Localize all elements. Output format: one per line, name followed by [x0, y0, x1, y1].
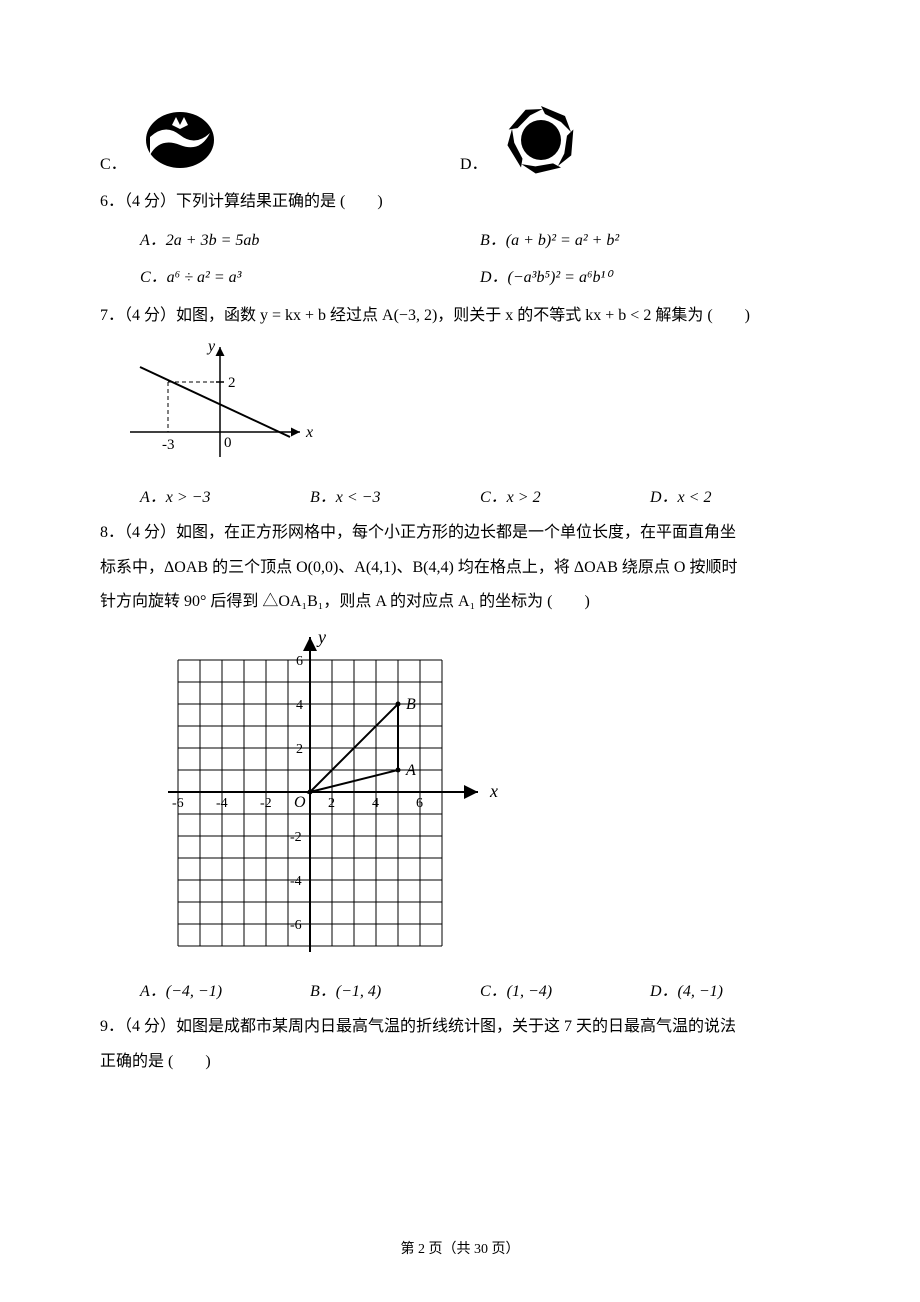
q5-c-icon	[135, 100, 225, 180]
q6-options: A．2a + 3b = 5ab B．(a + b)² = a² + b² C．a…	[140, 223, 820, 297]
q7-d: D．x < 2	[650, 484, 820, 513]
q8-options: A．(−4, −1) B．(−1, 4) C．(1, −4) D．(4, −1)	[140, 978, 820, 1007]
q6-c-text: C．a⁶ ÷ a² = a³	[140, 269, 241, 286]
q8-a: A．(−4, −1)	[140, 978, 310, 1007]
q7-c: C．x > 2	[480, 484, 650, 513]
svg-text:-4: -4	[216, 796, 228, 811]
q5-options-row: C． D．	[100, 100, 820, 180]
q8-stem-2: 标系中，ΔOAB 的三个顶点 O(0,0)、A(4,1)、B(4,4) 均在格点…	[100, 554, 820, 583]
q9-stem-1: 9．（4 分）如图是成都市某周内日最高气温的折线统计图，关于这 7 天的日最高气…	[100, 1013, 820, 1042]
q7-a: A．x > −3	[140, 484, 310, 513]
q8-stem-1: 8．（4 分）如图，在正方形网格中，每个小正方形的边长都是一个单位长度，在平面直…	[100, 519, 820, 548]
q7-stem-text: 7．（4 分）如图，函数 y = kx + b 经过点 A(−3, 2)，则关于…	[100, 307, 750, 324]
exam-page: C． D．	[0, 0, 920, 1302]
svg-text:-6: -6	[172, 796, 184, 811]
svg-text:6: 6	[296, 654, 303, 669]
svg-text:2: 2	[328, 796, 335, 811]
svg-text:-4: -4	[290, 874, 302, 889]
q9-stem-2: 正确的是 ( )	[100, 1048, 820, 1077]
q7-b: B．x < −3	[310, 484, 480, 513]
svg-text:4: 4	[296, 698, 303, 713]
q6-d: D．(−a³b⁵)² = a⁶b¹⁰	[480, 260, 820, 297]
svg-text:6: 6	[416, 796, 423, 811]
svg-text:A: A	[405, 762, 416, 779]
q8-graph: x y O A B -6 -4 -2 2 4 6 2 4 6 -2 -4 -6	[160, 627, 820, 968]
page-footer: 第 2 页（共 30 页）	[100, 1237, 820, 1262]
q6-a: A．2a + 3b = 5ab	[140, 223, 480, 260]
q6-stem: 6．（4 分）下列计算结果正确的是 ( )	[100, 188, 820, 217]
svg-text:-6: -6	[290, 918, 302, 933]
q6-d-text: D．(−a³b⁵)² = a⁶b¹⁰	[480, 269, 612, 286]
svg-text:4: 4	[372, 796, 379, 811]
svg-text:2: 2	[228, 375, 236, 391]
svg-text:2: 2	[296, 742, 303, 757]
q6-b-text: B．(a + b)² = a² + b²	[480, 232, 619, 249]
svg-text:O: O	[294, 794, 306, 811]
q6-c: C．a⁶ ÷ a² = a³	[140, 260, 480, 297]
svg-text:y: y	[316, 627, 326, 647]
q7-options: A．x > −3 B．x < −3 C．x > 2 D．x < 2	[140, 484, 820, 513]
svg-text:x: x	[305, 424, 313, 441]
q5-option-c: C．	[100, 100, 460, 180]
q8-c: C．(1, −4)	[480, 978, 650, 1007]
svg-text:-2: -2	[290, 830, 302, 845]
q8-d: D．(4, −1)	[650, 978, 820, 1007]
q8-stem-3: 针方向旋转 90° 后得到 △OA₁B₁，则点 A 的对应点 A₁ 的坐标为 (…	[100, 588, 820, 617]
svg-text:B: B	[406, 696, 416, 713]
q7-stem: 7．（4 分）如图，函数 y = kx + b 经过点 A(−3, 2)，则关于…	[100, 302, 820, 331]
svg-text:-2: -2	[260, 796, 272, 811]
svg-text:0: 0	[224, 435, 232, 451]
q7-graph: x y 2 -3 0	[120, 337, 820, 478]
q5-option-d: D．	[460, 100, 820, 180]
svg-text:x: x	[489, 781, 498, 801]
q5-c-label: C．	[100, 151, 127, 180]
svg-text:y: y	[206, 338, 216, 355]
q8-b: B．(−1, 4)	[310, 978, 480, 1007]
q5-d-label: D．	[460, 151, 488, 180]
q6-b: B．(a + b)² = a² + b²	[480, 223, 820, 260]
q5-d-icon	[496, 100, 586, 180]
q6-a-text: A．2a + 3b = 5ab	[140, 232, 259, 249]
svg-text:-3: -3	[162, 437, 175, 453]
